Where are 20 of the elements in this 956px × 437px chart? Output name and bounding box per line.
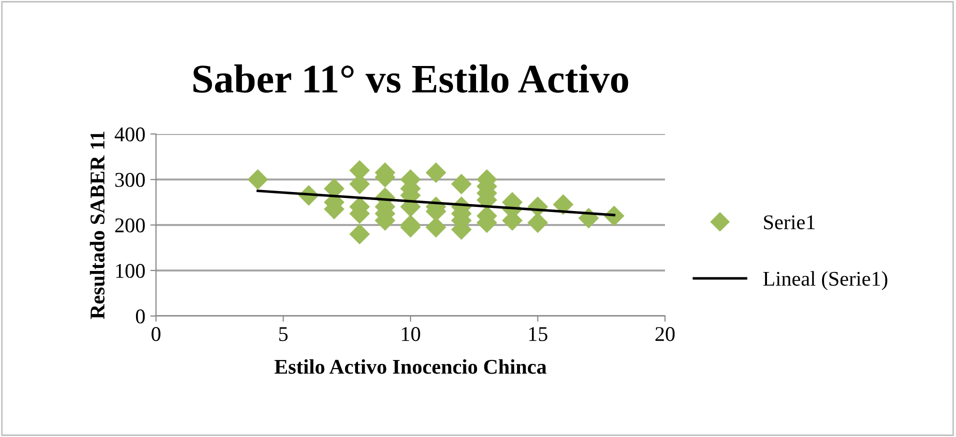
y-tick-label: 300: [115, 172, 145, 187]
point: [451, 174, 472, 194]
chart-title: Saber 11° vs Estilo Activo: [193, 64, 628, 93]
y-tick-label: 100: [116, 264, 145, 278]
y-tick-label: 400: [114, 127, 145, 142]
legend-label: Lineal (Serie1): [763, 271, 888, 290]
x-tick-label: 10: [402, 327, 420, 342]
x-tick-label: 0: [152, 327, 160, 342]
x-axis-title: Estilo Activo Inocencio Chinca: [274, 359, 546, 374]
y-tick-label: 0: [136, 309, 145, 324]
point: [349, 224, 370, 244]
point: [552, 194, 574, 215]
point: [248, 169, 268, 190]
y-tick-label: 200: [115, 218, 145, 232]
legend-label: Serie1: [764, 215, 815, 230]
x-tick-label: 20: [656, 327, 675, 342]
x-tick-label: 5: [279, 327, 288, 342]
y-axis-title: Resultado SABER 11: [90, 132, 105, 319]
x-tick-label: 15: [529, 327, 548, 342]
point: [426, 162, 446, 183]
